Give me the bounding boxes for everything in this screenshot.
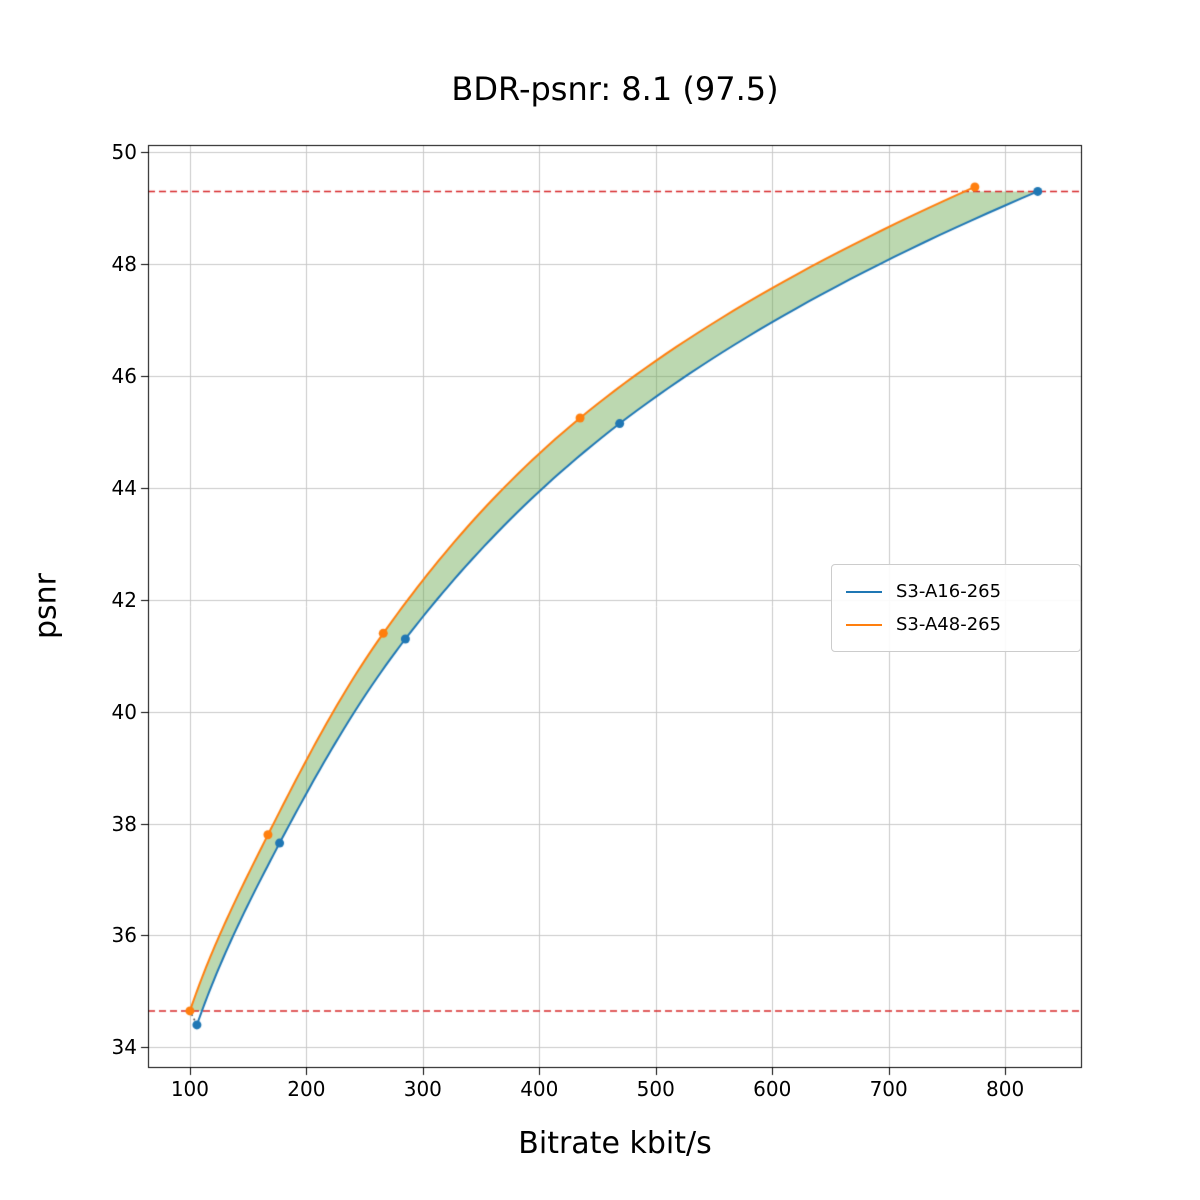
legend-label: S3-A48-265 <box>896 614 1002 635</box>
legend-label: S3-A16-265 <box>896 581 1002 602</box>
chart-title: BDR-psnr: 8.1 (97.5) <box>451 70 779 108</box>
y-tick-label: 40 <box>111 699 137 724</box>
x-tick-label: 500 <box>636 1077 675 1101</box>
legend-item-s3-a16-265: S3-A16-265 <box>846 581 1066 602</box>
x-axis-title: Bitrate kbit/s <box>518 1126 712 1161</box>
legend: S3-A16-265 S3-A48-265 <box>831 564 1081 652</box>
y-tick-label: 44 <box>111 475 137 500</box>
y-tick-label: 42 <box>111 587 137 612</box>
y-tick-label: 38 <box>111 811 137 836</box>
x-tick-label: 800 <box>986 1077 1025 1101</box>
x-tick-label: 600 <box>753 1077 792 1101</box>
x-tick-label: 200 <box>287 1077 326 1101</box>
y-tick-label: 48 <box>111 252 137 277</box>
y-tick-label: 50 <box>111 140 137 165</box>
legend-item-s3-a48-265: S3-A48-265 <box>846 614 1066 635</box>
x-tick-label: 100 <box>170 1077 210 1101</box>
x-tick-label: 300 <box>403 1077 442 1101</box>
legend-line-swatch-blue <box>846 590 882 593</box>
x-tick-label: 400 <box>520 1077 559 1101</box>
legend-line-swatch-orange <box>846 623 882 626</box>
y-tick-label: 46 <box>111 364 137 389</box>
y-tick-label: 34 <box>111 1035 137 1060</box>
y-tick-label: 36 <box>111 923 137 948</box>
x-tick-label: 700 <box>869 1077 908 1101</box>
